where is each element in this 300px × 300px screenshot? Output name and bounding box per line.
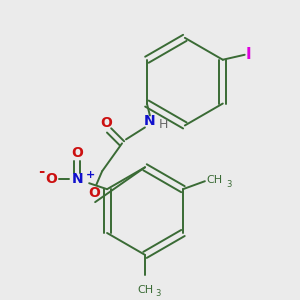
Text: -: - bbox=[38, 164, 45, 179]
Text: 3: 3 bbox=[155, 289, 160, 298]
Text: H: H bbox=[159, 118, 169, 131]
Text: 3: 3 bbox=[227, 180, 232, 189]
Text: +: + bbox=[86, 170, 95, 180]
Text: O: O bbox=[100, 116, 112, 130]
Text: CH: CH bbox=[137, 285, 153, 295]
Text: O: O bbox=[88, 186, 100, 200]
Text: N: N bbox=[71, 172, 83, 186]
Text: CH: CH bbox=[207, 175, 223, 185]
Text: I: I bbox=[246, 47, 251, 62]
Text: O: O bbox=[71, 146, 83, 160]
Text: O: O bbox=[45, 172, 57, 186]
Text: N: N bbox=[144, 115, 156, 128]
